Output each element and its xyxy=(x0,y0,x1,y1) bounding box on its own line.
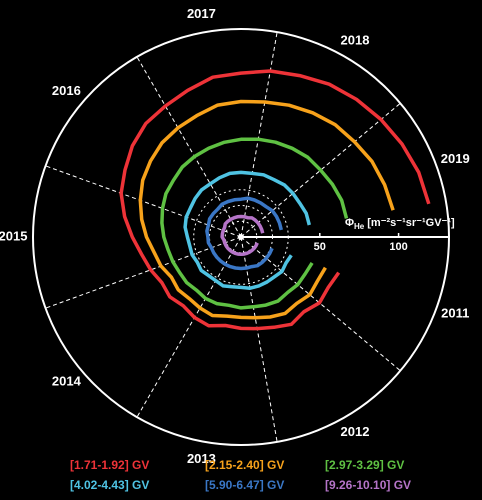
series-line xyxy=(183,170,311,290)
series-line xyxy=(205,196,283,271)
legend-entry: [9.26-10.10] GV xyxy=(325,478,411,492)
legend-entry: [2.97-3.29] GV xyxy=(325,458,404,472)
series-line xyxy=(138,99,395,320)
series-line xyxy=(119,69,431,331)
legend-entry: [5.90-6.47] GV xyxy=(205,478,284,492)
year-label: 2018 xyxy=(341,33,370,48)
y-label-subscript: He xyxy=(354,222,365,231)
y-label-unit: [m⁻²s⁻¹sr⁻¹GV⁻¹] xyxy=(367,217,455,229)
year-label: 2019 xyxy=(441,151,470,166)
legend-entry: [4.02-4.43] GV xyxy=(70,478,149,492)
y-tick-label: 50 xyxy=(314,241,326,253)
y-axis-label: ΦHe [m⁻²s⁻¹sr⁻¹GV⁻¹] xyxy=(345,217,455,231)
year-label: 2015 xyxy=(0,228,27,243)
series-group xyxy=(119,69,431,331)
y-tick-label: 100 xyxy=(389,241,407,253)
year-label: 2016 xyxy=(52,83,81,98)
year-label: 2014 xyxy=(52,374,82,389)
series-line xyxy=(220,214,265,257)
year-label: 2012 xyxy=(341,424,370,439)
y-label-symbol: Φ xyxy=(345,217,354,229)
year-label: 2017 xyxy=(187,6,216,21)
legend-entry: [1.71-1.92] GV xyxy=(70,458,149,472)
series-line xyxy=(160,137,349,310)
year-label: 2013 xyxy=(187,451,216,466)
legend-entry: [2.15-2.40] GV xyxy=(205,458,284,472)
year-label: 2011 xyxy=(441,306,469,321)
center-dot xyxy=(238,234,244,240)
